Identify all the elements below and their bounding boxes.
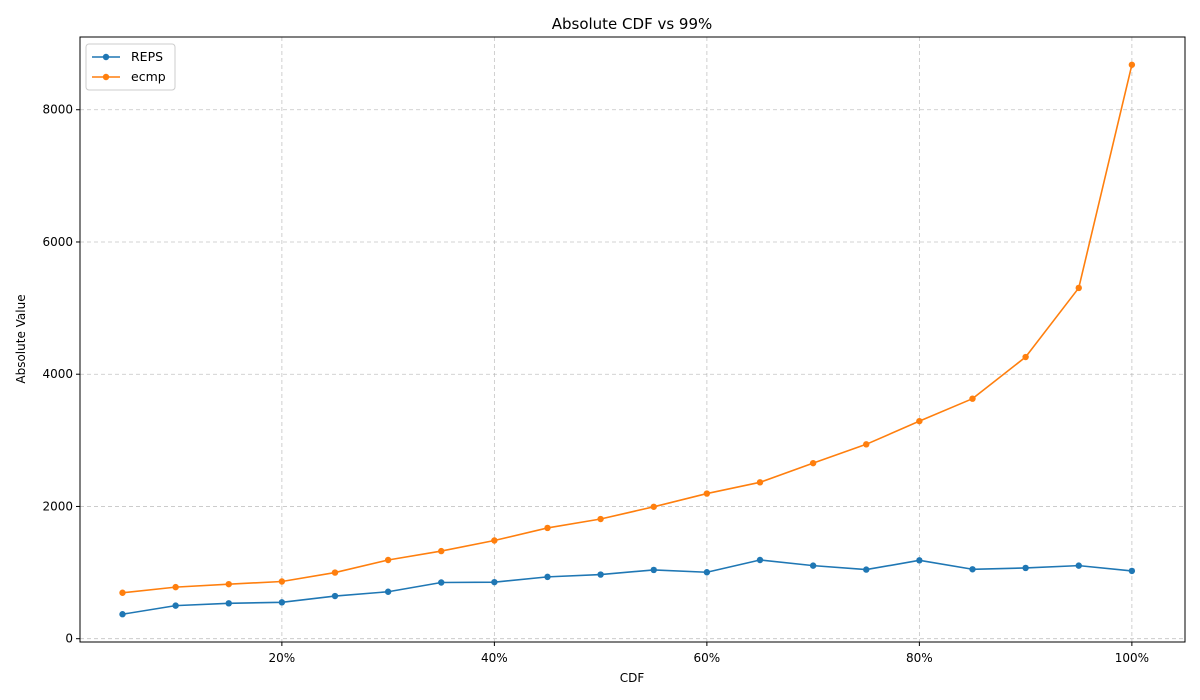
y-tick-label: 8000 — [42, 103, 73, 117]
data-point-ecmp — [703, 490, 711, 497]
y-tick-label: 0 — [65, 632, 73, 646]
data-point-reps — [278, 599, 286, 606]
data-point-reps — [863, 566, 870, 573]
data-point-ecmp — [384, 556, 392, 564]
data-point-reps — [491, 578, 498, 586]
data-point-ecmp — [1075, 284, 1082, 292]
data-point-ecmp — [119, 589, 126, 596]
legend-marker-ecmp — [102, 73, 110, 81]
data-point-reps — [703, 569, 711, 576]
data-point-reps — [438, 579, 445, 586]
data-point-reps — [1128, 567, 1136, 575]
data-point-ecmp — [225, 580, 232, 588]
data-point-reps — [1075, 562, 1082, 569]
plot-frame — [79, 36, 1186, 643]
data-point-ecmp — [438, 547, 445, 555]
data-point-ecmp — [172, 583, 179, 591]
data-point-ecmp — [491, 537, 498, 544]
data-point-ecmp — [597, 515, 604, 523]
data-point-reps — [119, 611, 126, 618]
x-axis-title: CDF — [620, 671, 645, 685]
series-reps — [119, 556, 1136, 618]
data-point-reps — [384, 588, 392, 595]
legend-label-reps: REPS — [131, 49, 163, 64]
data-point-reps — [597, 571, 604, 578]
y-tick-label: 4000 — [42, 367, 73, 381]
data-point-reps — [544, 573, 551, 581]
legend-marker-reps — [102, 53, 110, 61]
data-point-reps — [1022, 564, 1029, 572]
data-point-ecmp — [278, 578, 286, 585]
x-tick-label: 100% — [1115, 651, 1149, 665]
data-point-reps — [809, 562, 817, 569]
series-line-ecmp — [122, 64, 1133, 594]
data-point-ecmp — [809, 459, 817, 467]
data-point-ecmp — [756, 479, 764, 486]
axis-ticks: 20% 40% 60% 80% 100% 0 2000 4000 6000 8000 — [42, 103, 1149, 665]
x-tick-label: 40% — [481, 651, 508, 665]
data-point-reps — [969, 566, 976, 573]
data-point-ecmp — [1128, 61, 1136, 68]
data-point-ecmp — [969, 395, 976, 402]
series-group — [119, 61, 1136, 618]
data-point-ecmp — [1022, 353, 1029, 361]
data-point-ecmp — [544, 524, 551, 532]
data-point-ecmp — [650, 503, 657, 510]
legend: REPS ecmp — [85, 43, 176, 91]
data-point-ecmp — [863, 441, 870, 448]
legend-label-ecmp: ecmp — [131, 69, 166, 84]
y-tick-label: 6000 — [42, 235, 73, 249]
series-ecmp — [119, 61, 1136, 596]
data-point-reps — [172, 602, 179, 609]
y-axis-title: Absolute Value — [14, 294, 28, 383]
x-tick-label: 20% — [269, 651, 296, 665]
data-point-reps — [916, 557, 923, 564]
data-point-reps — [756, 556, 764, 564]
data-point-ecmp — [331, 569, 339, 576]
data-point-ecmp — [916, 417, 923, 425]
data-point-reps — [650, 566, 657, 574]
y-tick-label: 2000 — [42, 499, 73, 513]
grid-lines — [80, 37, 1185, 642]
chart-title: Absolute CDF vs 99% — [552, 15, 713, 33]
series-line-reps — [122, 559, 1132, 616]
data-point-reps — [331, 592, 339, 600]
data-point-reps — [225, 600, 232, 607]
x-tick-label: 60% — [694, 651, 721, 665]
x-tick-label: 80% — [906, 651, 933, 665]
